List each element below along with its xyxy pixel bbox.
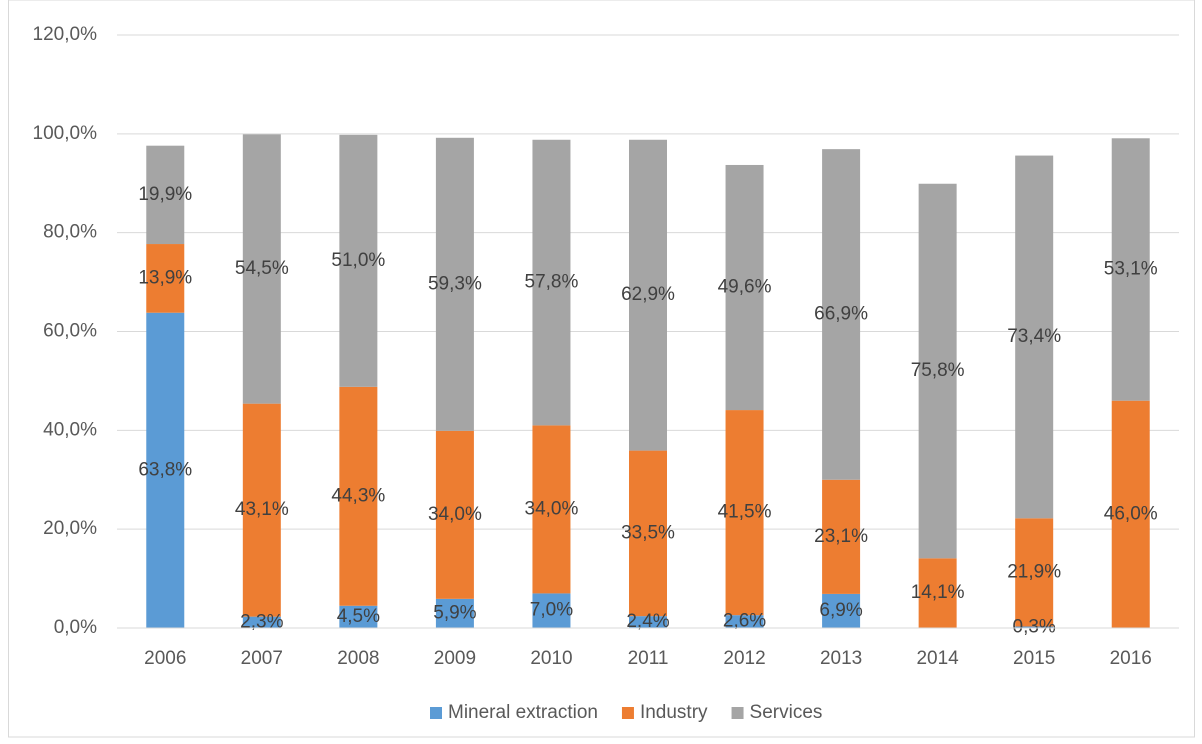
y-tick-label: 40,0% [43, 419, 97, 440]
bar-segment [146, 244, 185, 313]
bar-segment [532, 139, 571, 426]
data-label: 2,3% [240, 611, 283, 632]
bar-segment [339, 134, 378, 387]
data-label: 57,8% [525, 272, 579, 293]
y-tick-label: 100,0% [33, 123, 98, 144]
data-label: 66,9% [814, 303, 868, 324]
legend-swatch [731, 707, 744, 719]
x-tick-label: 2011 [628, 648, 669, 669]
data-label: 43,1% [235, 499, 289, 520]
data-label: 7,0% [530, 600, 573, 621]
data-label: 33,5% [621, 522, 675, 543]
data-label: 19,9% [138, 184, 192, 205]
bar-segment [629, 139, 667, 451]
bar-segment [435, 430, 474, 599]
data-label: 2,4% [626, 611, 669, 632]
x-tick-label: 2015 [1013, 648, 1055, 669]
bar-segment [1015, 155, 1054, 519]
bar-segment [629, 616, 667, 628]
data-label: 21,9% [1007, 561, 1061, 582]
data-label: 49,6% [718, 277, 772, 298]
data-label: 73,4% [1007, 326, 1061, 347]
data-label: 34,0% [428, 504, 482, 525]
chart-border [8, 0, 1195, 738]
y-tick-label: 80,0% [43, 222, 97, 243]
data-label: 0,3% [1013, 616, 1056, 637]
bar-segment [725, 615, 764, 628]
bar-segment [1111, 138, 1150, 401]
bar-segment [918, 183, 957, 559]
data-label: 13,9% [138, 267, 192, 288]
x-tick-label: 2006 [144, 648, 186, 669]
bar-segment [822, 479, 861, 594]
data-label: 53,1% [1104, 258, 1158, 279]
bar-segment [242, 134, 281, 404]
bar-segment [339, 386, 378, 606]
bar-segment [146, 145, 185, 245]
data-label: 34,0% [525, 498, 579, 519]
data-label: 51,0% [331, 250, 385, 271]
data-label: 14,1% [911, 582, 965, 603]
x-tick-label: 2008 [337, 648, 379, 669]
data-label: 44,3% [331, 485, 385, 506]
bar-segment [1111, 400, 1150, 628]
data-label: 54,5% [235, 258, 289, 279]
bar-segment [242, 403, 281, 617]
data-label: 75,8% [911, 360, 965, 381]
bar-segment [1015, 626, 1054, 628]
data-label: 59,3% [428, 273, 482, 294]
data-label: 2,6% [723, 611, 766, 632]
data-label: 6,9% [819, 600, 862, 621]
bar-segment [1015, 518, 1054, 627]
x-tick-label: 2007 [241, 648, 283, 669]
x-tick-label: 2009 [434, 648, 476, 669]
bar-segment [532, 425, 571, 594]
data-label: 62,9% [621, 284, 675, 305]
bar-segment [822, 149, 861, 480]
legend-label: Services [750, 702, 823, 723]
legend-label: Industry [640, 702, 708, 723]
bar-segment [242, 616, 281, 628]
x-tick-label: 2016 [1110, 648, 1152, 669]
bar-segment [339, 605, 378, 628]
legend-swatch [430, 707, 442, 719]
bar-segment [725, 410, 764, 616]
bar-segment [532, 593, 571, 628]
data-label: 41,5% [718, 502, 772, 523]
data-label: 63,8% [138, 459, 192, 480]
y-tick-label: 60,0% [43, 321, 97, 342]
data-label: 46,0% [1104, 503, 1158, 524]
x-tick-label: 2012 [723, 648, 765, 669]
data-label: 4,5% [337, 606, 380, 627]
data-label: 23,1% [814, 526, 868, 547]
bar-segment [435, 598, 474, 628]
bar-segment [435, 137, 474, 431]
y-tick-label: 0,0% [54, 617, 97, 638]
y-tick-label: 120,0% [33, 24, 98, 45]
bar-segment [629, 450, 667, 617]
legend-swatch [621, 707, 634, 719]
x-tick-label: 2014 [916, 648, 959, 669]
legend-label: Mineral extraction [448, 702, 598, 723]
data-label: 5,9% [433, 602, 476, 623]
bar-segment [918, 558, 957, 628]
x-tick-label: 2010 [530, 648, 572, 669]
bar-segment [822, 593, 861, 628]
y-tick-label: 20,0% [43, 518, 97, 539]
x-tick-label: 2013 [820, 648, 862, 669]
bar-segment [146, 312, 185, 628]
bar-segment [725, 164, 764, 411]
